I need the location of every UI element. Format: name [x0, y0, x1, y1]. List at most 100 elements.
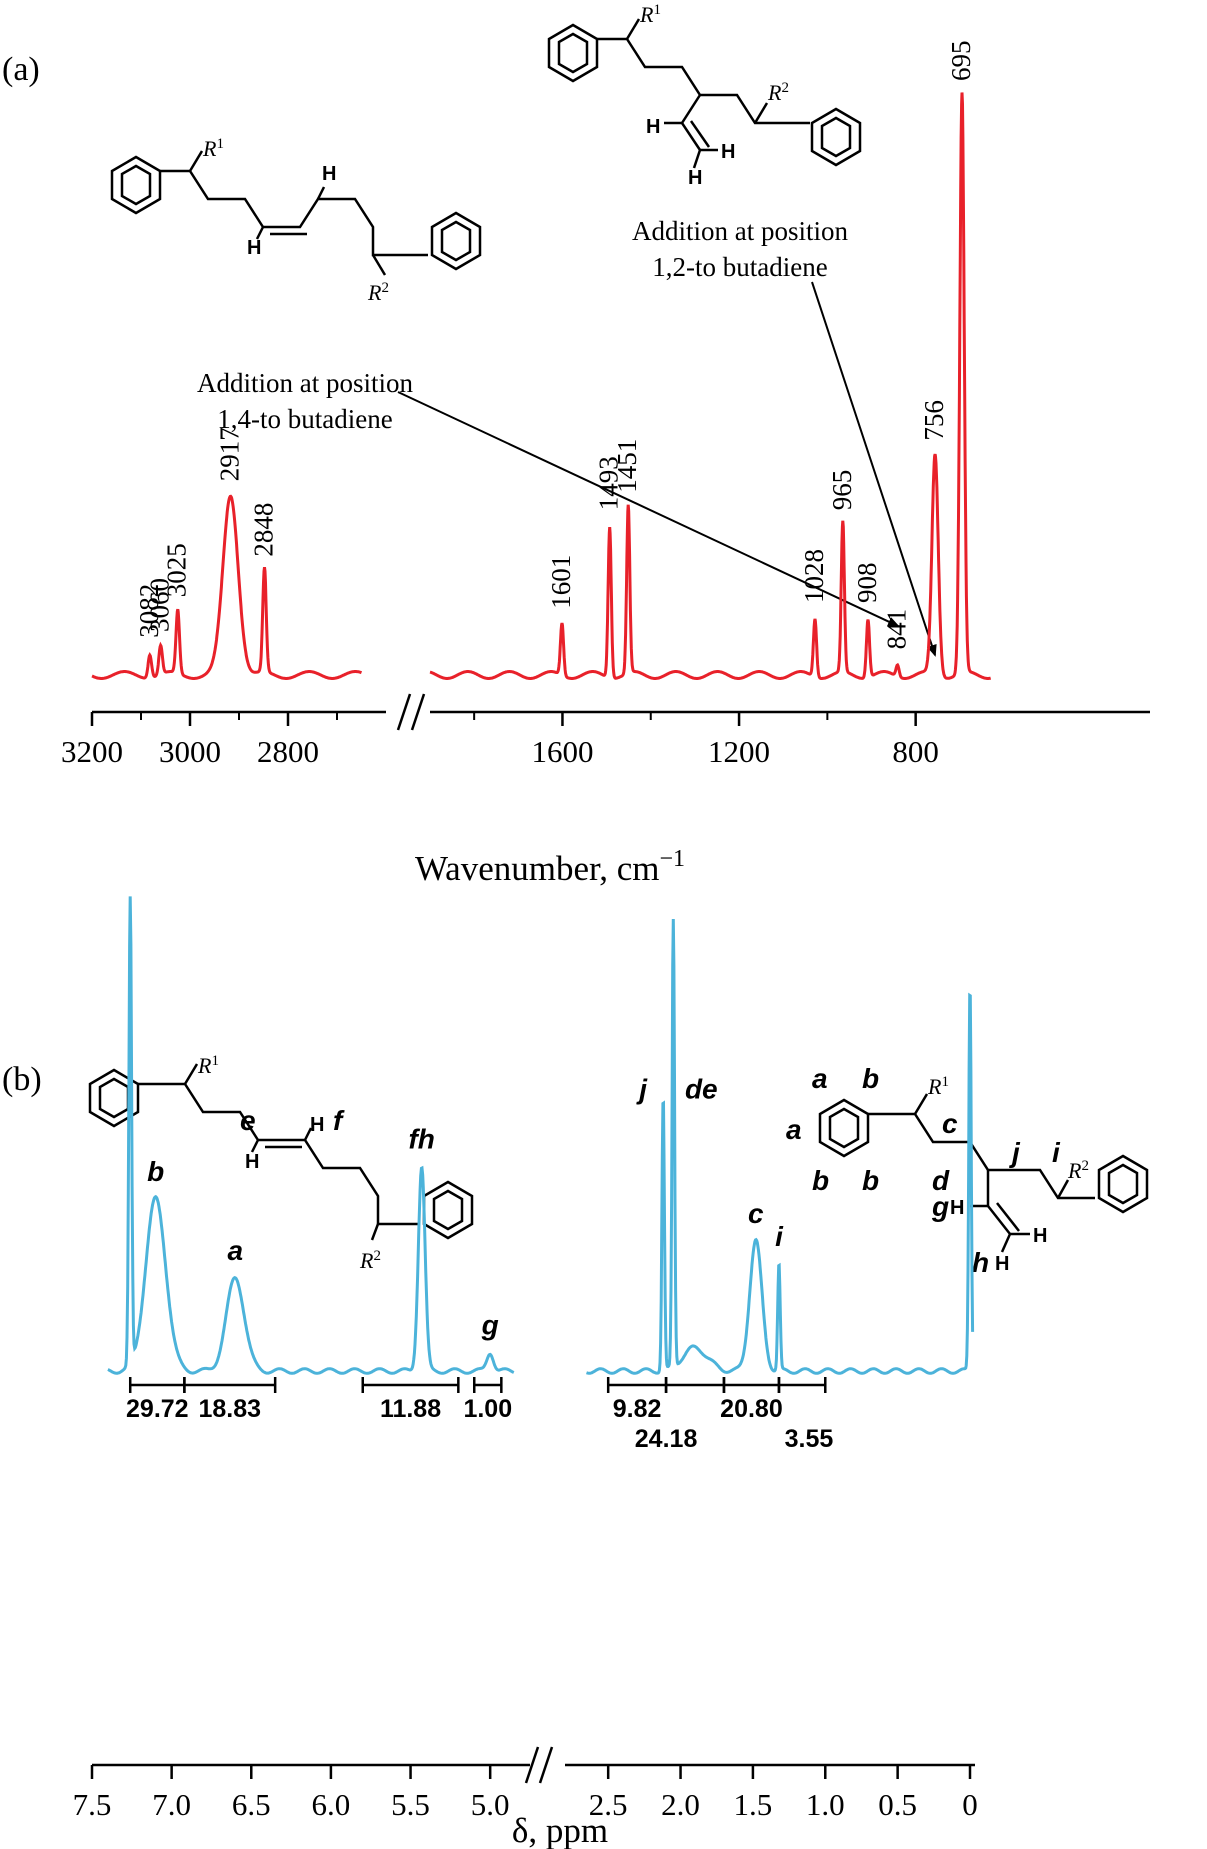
tick-label-b: 1.0: [806, 1787, 845, 1822]
nmr-peak-label: j: [635, 1074, 648, 1105]
nmr-peak-label: i: [775, 1221, 784, 1252]
axis-break-a: [410, 693, 426, 731]
tick-label-b: 1.5: [734, 1787, 773, 1822]
r2-label-b-right: R2: [1067, 1158, 1089, 1183]
nmr-peak-label: a: [228, 1235, 244, 1266]
ir-peak-label: 1601: [546, 555, 576, 609]
tick-label-a: 3200: [61, 734, 123, 769]
proton-label-d: d: [932, 1165, 950, 1196]
tick-label-b: 6.5: [232, 1787, 271, 1822]
h-label-s1-bottom: H: [247, 237, 261, 259]
h-label-b-right-g: H: [950, 1197, 964, 1219]
caption-1-4-line2: 1,4-to butadiene: [217, 404, 392, 434]
tick-label-a: 1200: [708, 734, 770, 769]
panel-b-tag: (b): [2, 1061, 42, 1098]
ir-peak-label: 1451: [612, 439, 642, 493]
r2-label-s1: R2: [367, 280, 389, 305]
x-axis-b: 7.5 7.0 6.5 6.0 5.5 5.0 2.5 2.0 1.5 1.0 0.5 0: [73, 1746, 978, 1822]
ir-peak-label: 2848: [248, 503, 278, 557]
tick-label-b: 7.5: [73, 1787, 112, 1822]
integral-value: 24.18: [635, 1425, 698, 1453]
integral-value: 18.83: [198, 1395, 261, 1423]
nmr-peak-label: c: [748, 1198, 764, 1229]
integral-value: 3.55: [785, 1425, 834, 1453]
h-label-b-right-h1: H: [1033, 1225, 1047, 1247]
ir-trace-segment-right: [429, 92, 992, 680]
proton-label-a-left: a: [786, 1114, 802, 1145]
tick-label-a: 3000: [159, 734, 221, 769]
axis-break-b: [538, 1746, 554, 1784]
proton-label-e: e: [240, 1105, 256, 1136]
axis-break-a: [396, 693, 412, 731]
proton-label-b-bottom-left: b: [812, 1165, 829, 1196]
ir-trace-segment-left: [91, 494, 363, 680]
ir-peak-label: 965: [827, 470, 857, 511]
structure-1-2-addition: [547, 18, 862, 167]
tick-label-b: 2.5: [589, 1787, 628, 1822]
ir-peak-label: 908: [852, 563, 882, 604]
r1-label-s2: R1: [639, 2, 661, 27]
tick-label-b: 5.0: [471, 1787, 510, 1822]
integral-value: 9.82: [613, 1395, 662, 1423]
tick-label-b: 5.5: [391, 1787, 430, 1822]
structure-b-left: [88, 1063, 474, 1241]
bond-s2-h: [692, 149, 702, 169]
h-label-s2-right: H: [721, 141, 735, 163]
proton-label-b-bottom-right: b: [862, 1165, 879, 1196]
proton-label-i: i: [1052, 1137, 1061, 1168]
ir-peak-label: 841: [882, 609, 912, 650]
nmr-peak-label: b: [147, 1156, 164, 1187]
x-axis-label-a: Wavenumber, cm−1: [415, 846, 685, 888]
integral-value: 1.00: [463, 1395, 512, 1423]
ir-spectrum: [91, 92, 992, 680]
nmr-peak-label: fh: [408, 1123, 434, 1154]
r2-label-s2: R2: [767, 80, 789, 105]
caption-1-2-line2: 1,2-to butadiene: [652, 252, 827, 282]
arrow-to-965: [397, 391, 900, 627]
proton-label-f: f: [333, 1105, 345, 1136]
nmr-peak-labels: b a fh g j de ci: [147, 1074, 784, 1341]
proton-label-b-top: b: [862, 1063, 879, 1094]
proton-label-c: c: [942, 1108, 958, 1139]
tick-label-a: 800: [892, 734, 939, 769]
ir-peak-label: 3025: [162, 543, 192, 597]
tick-label-b: 2.0: [661, 1787, 700, 1822]
tick-label-b: 6.0: [312, 1787, 351, 1822]
ir-peak-label: 2917: [215, 427, 245, 481]
axis-break-b: [524, 1746, 540, 1784]
tick-label-a: 1600: [531, 734, 593, 769]
h-label-s2-bottom: H: [688, 167, 702, 189]
tick-label-b: 0.5: [878, 1787, 917, 1822]
h-label-b-left-bottom: H: [245, 1151, 259, 1173]
caption-1-2-line1: Addition at position: [632, 216, 849, 246]
tick-label-a: 2800: [257, 734, 319, 769]
nmr-spectrum: [107, 896, 975, 1375]
nmr-trace-segment-left: [107, 896, 515, 1375]
r1-label-b-right: R1: [927, 1074, 949, 1099]
tick-label-b: 7.0: [152, 1787, 191, 1822]
ir-peak-label: 1493: [594, 456, 624, 510]
h-label-s2-left: H: [646, 116, 660, 138]
x-axis-label-b: δ, ppm: [512, 1811, 608, 1849]
nmr-peak-label: de: [685, 1074, 718, 1105]
integral-value: 11.88: [380, 1395, 441, 1423]
h-label-b-left-top: H: [310, 1114, 324, 1136]
ir-peak-label: 3060: [145, 578, 175, 632]
caption-1-4-line1: Addition at position: [197, 368, 414, 398]
r1-label-b-left: R1: [197, 1053, 219, 1078]
ir-peak-label: 756: [919, 400, 949, 441]
integral-value: 29.72: [126, 1395, 189, 1423]
nmr-trace-segment-right: [586, 918, 975, 1375]
tick-label-b: 0: [962, 1787, 978, 1822]
r2-label-b-left: R2: [359, 1248, 381, 1273]
h-label-s1-top: H: [322, 163, 336, 185]
ir-peak-label: 695: [946, 41, 976, 82]
proton-label-g: g: [931, 1191, 949, 1222]
panel-a-tag: (a): [2, 51, 40, 88]
proton-label-h: h: [972, 1247, 989, 1278]
nmr-peak-label: g: [481, 1309, 499, 1340]
proton-label-j: j: [1008, 1137, 1021, 1168]
ir-peak-label: 3082: [134, 584, 164, 638]
structure-1-4-addition: [110, 150, 482, 276]
